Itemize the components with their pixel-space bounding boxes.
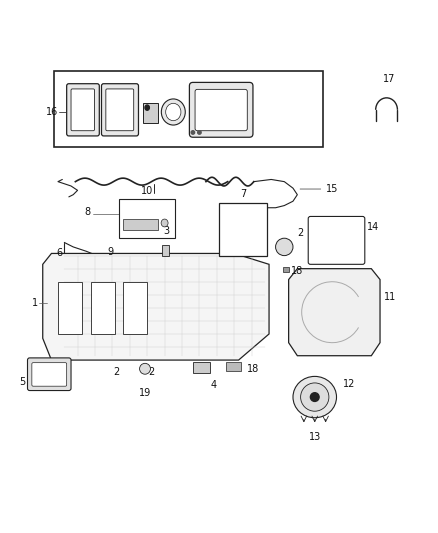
Bar xyxy=(91,282,115,334)
Ellipse shape xyxy=(161,99,185,125)
Text: 18: 18 xyxy=(291,266,303,276)
Text: 2: 2 xyxy=(113,367,120,377)
Text: 17: 17 xyxy=(382,74,395,84)
Text: 14: 14 xyxy=(367,222,379,232)
Ellipse shape xyxy=(276,238,293,256)
Text: 12: 12 xyxy=(343,379,355,389)
Ellipse shape xyxy=(161,219,168,227)
Ellipse shape xyxy=(191,131,194,134)
Bar xyxy=(193,362,210,373)
Bar xyxy=(123,219,158,230)
Text: 18: 18 xyxy=(247,364,260,374)
Bar xyxy=(283,268,289,272)
FancyBboxPatch shape xyxy=(189,83,253,137)
Text: 4: 4 xyxy=(210,379,216,390)
Ellipse shape xyxy=(145,105,149,110)
FancyBboxPatch shape xyxy=(71,89,95,131)
Bar xyxy=(119,199,176,238)
Ellipse shape xyxy=(293,376,336,418)
FancyBboxPatch shape xyxy=(308,216,365,264)
Ellipse shape xyxy=(166,103,181,120)
Bar xyxy=(219,204,267,256)
Bar xyxy=(58,282,82,334)
Text: 19: 19 xyxy=(139,389,151,398)
Text: 7: 7 xyxy=(240,189,246,199)
Ellipse shape xyxy=(300,383,329,411)
Text: 16: 16 xyxy=(46,107,58,117)
Text: 3: 3 xyxy=(164,226,170,236)
Polygon shape xyxy=(43,254,269,360)
Text: 1: 1 xyxy=(32,298,39,309)
Bar xyxy=(162,245,169,256)
FancyBboxPatch shape xyxy=(195,90,247,131)
Ellipse shape xyxy=(198,131,201,134)
FancyBboxPatch shape xyxy=(67,84,99,136)
Bar xyxy=(123,282,147,334)
Bar xyxy=(143,103,158,123)
Text: 11: 11 xyxy=(385,292,397,302)
FancyBboxPatch shape xyxy=(102,84,138,136)
FancyBboxPatch shape xyxy=(106,89,134,131)
Polygon shape xyxy=(289,269,380,356)
Ellipse shape xyxy=(140,364,150,374)
Ellipse shape xyxy=(311,393,319,401)
Text: 10: 10 xyxy=(141,185,153,196)
Bar xyxy=(53,71,323,147)
Bar xyxy=(226,362,241,371)
Text: 15: 15 xyxy=(325,184,338,194)
Text: 13: 13 xyxy=(309,432,321,442)
Text: 2: 2 xyxy=(148,367,155,377)
Text: 2: 2 xyxy=(297,228,304,238)
Text: 9: 9 xyxy=(107,247,113,257)
Text: 6: 6 xyxy=(56,248,62,259)
Text: 8: 8 xyxy=(85,207,91,217)
FancyBboxPatch shape xyxy=(28,358,71,391)
FancyBboxPatch shape xyxy=(32,362,67,386)
Text: 5: 5 xyxy=(19,377,25,387)
